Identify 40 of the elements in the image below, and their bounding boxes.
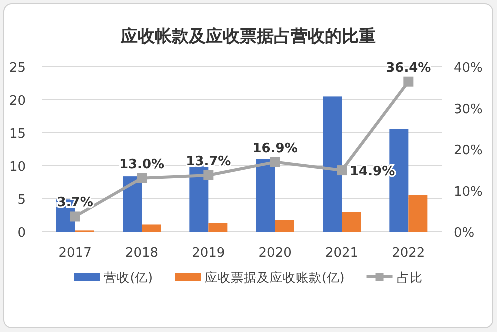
x-tick-label: 2020 [258,246,292,261]
y-tick-label: 10 [9,160,26,175]
bar [342,212,361,232]
data-label: 16.9% [252,141,298,156]
bar [408,195,428,232]
x-tick-label: 2021 [325,246,359,261]
point [337,166,347,176]
bar [208,223,228,232]
x-tick-label: 2017 [58,246,92,261]
y-tick-label: 20 [9,94,26,109]
x-tick-label: 2022 [392,246,426,261]
y-tick-label: 5 [18,193,26,208]
chart-title: 应收帐款及应收票据占营收的比重 [120,27,376,47]
bar [323,96,342,232]
bar [275,220,294,232]
bar [190,166,209,232]
x-tick-label: 2019 [192,246,226,261]
point [70,212,80,222]
point [270,157,280,168]
point [137,173,147,184]
y-tick-label: 25 [9,61,26,76]
data-label: 36.4% [386,60,432,76]
point [404,76,414,87]
data-label: 13.7% [186,154,232,170]
y2-tick-label: 0% [454,226,475,241]
data-label: 13.0% [119,157,165,172]
legend-label: 营收(亿) [104,270,153,285]
bar [256,159,276,232]
legend-label: 应收票据及应收账款(亿) [205,270,345,285]
y2-tick-label: 10% [454,184,483,200]
y-tick-label: 0 [18,226,26,241]
bar [142,224,161,232]
y-tick-label: 15 [9,127,26,142]
bar [123,176,142,232]
y2-tick-label: 40% [454,61,483,76]
y2-tick-label: 20% [454,144,483,158]
point [204,170,214,180]
x-tick-label: 2018 [125,246,159,261]
y2-tick-label: 30% [454,102,483,118]
legend-label: 占比 [396,270,423,285]
